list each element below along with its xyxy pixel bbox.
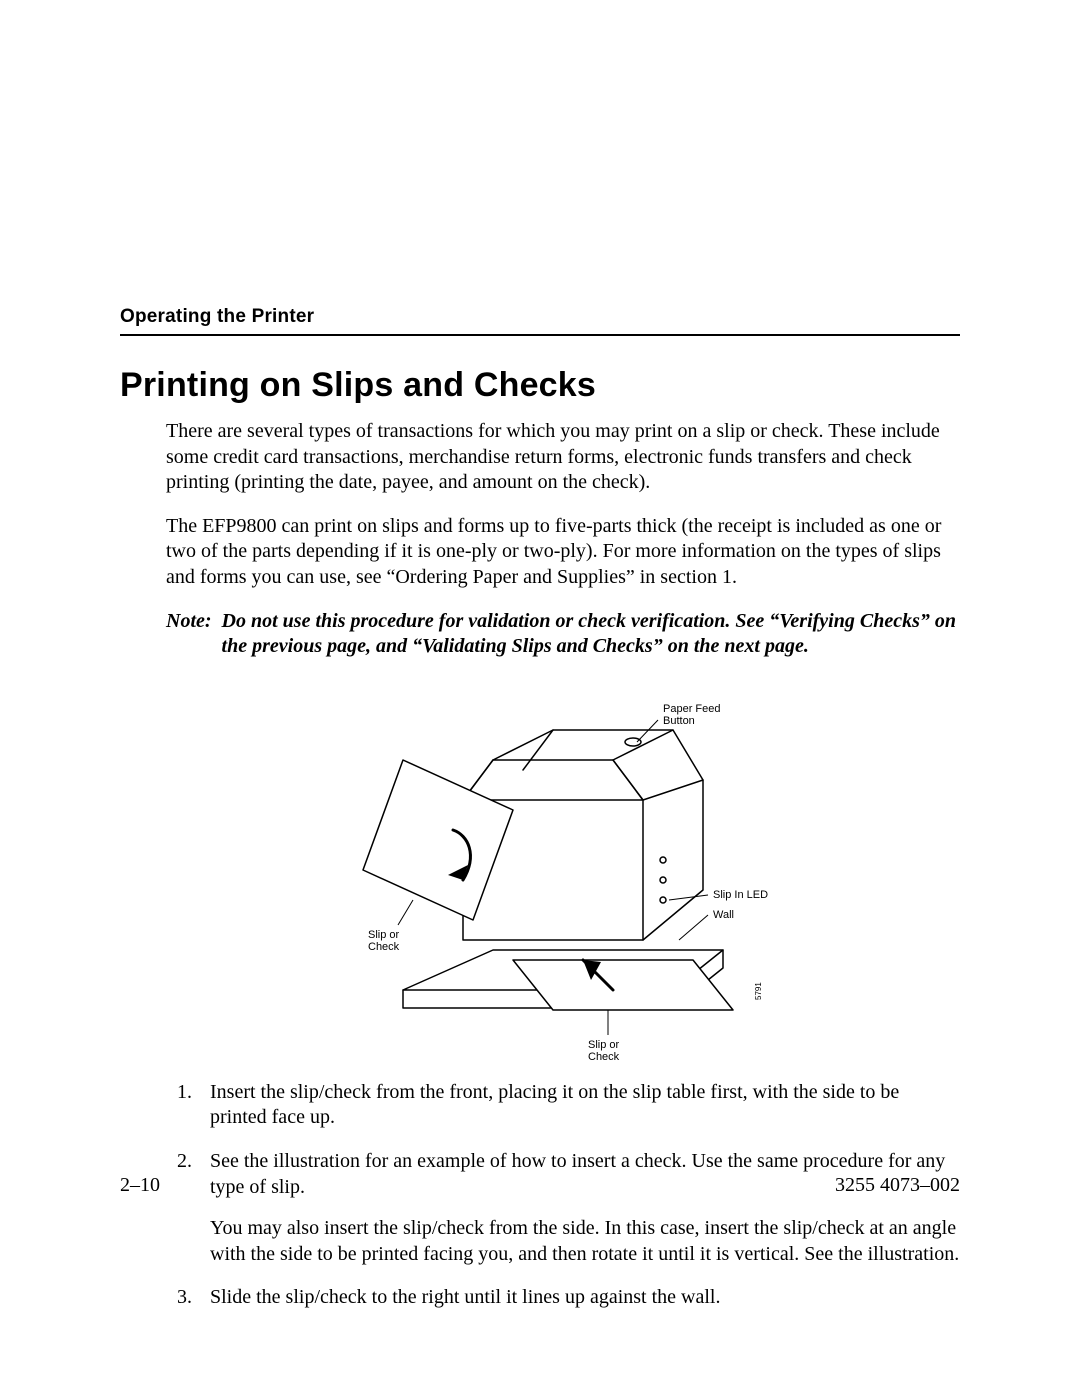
label-wall: Wall	[713, 909, 734, 921]
step-2-number: 2.	[166, 1149, 192, 1267]
page: Operating the Printer Printing on Slips …	[0, 0, 1080, 1397]
note-text: Do not use this procedure for validation…	[222, 609, 960, 660]
label-paper-feed-2: Button	[663, 715, 695, 727]
step-2-subtext: You may also insert the slip/check from …	[210, 1216, 960, 1267]
step-1-text: Insert the slip/check from the front, pl…	[210, 1080, 960, 1131]
section-header: Operating the Printer	[120, 306, 960, 336]
footer-page-number: 2–10	[120, 1174, 160, 1197]
step-3: 3. Slide the slip/check to the right unt…	[166, 1285, 960, 1311]
printer-figure: Paper Feed Button Slip or Check Slip In …	[166, 690, 960, 1070]
step-2-body: See the illustration for an example of h…	[210, 1149, 960, 1267]
label-figure-code: 5791	[754, 981, 763, 999]
step-3-number: 3.	[166, 1285, 192, 1311]
step-2: 2. See the illustration for an example o…	[166, 1149, 960, 1267]
step-1-number: 1.	[166, 1080, 192, 1131]
printer-illustration: Paper Feed Button Slip or Check Slip In …	[313, 690, 813, 1070]
intro-paragraph-2: The EFP9800 can print on slips and forms…	[166, 514, 960, 591]
step-1: 1. Insert the slip/check from the front,…	[166, 1080, 960, 1131]
page-footer: 2–10 3255 4073–002	[120, 1174, 960, 1197]
note-label: Note:	[166, 609, 212, 660]
label-bottom-slip-1: Slip or	[588, 1039, 620, 1051]
label-side-slip-2: Check	[368, 941, 400, 953]
note-block: Note: Do not use this procedure for vali…	[166, 609, 960, 660]
label-paper-feed-1: Paper Feed	[663, 703, 720, 715]
footer-doc-number: 3255 4073–002	[835, 1174, 960, 1197]
page-title: Printing on Slips and Checks	[120, 366, 960, 405]
label-side-slip-1: Slip or	[368, 929, 400, 941]
step-3-text: Slide the slip/check to the right until …	[210, 1285, 960, 1311]
intro-paragraph-1: There are several types of transactions …	[166, 419, 960, 496]
label-bottom-slip-2: Check	[588, 1051, 620, 1063]
label-slip-in-led: Slip In LED	[713, 889, 768, 901]
